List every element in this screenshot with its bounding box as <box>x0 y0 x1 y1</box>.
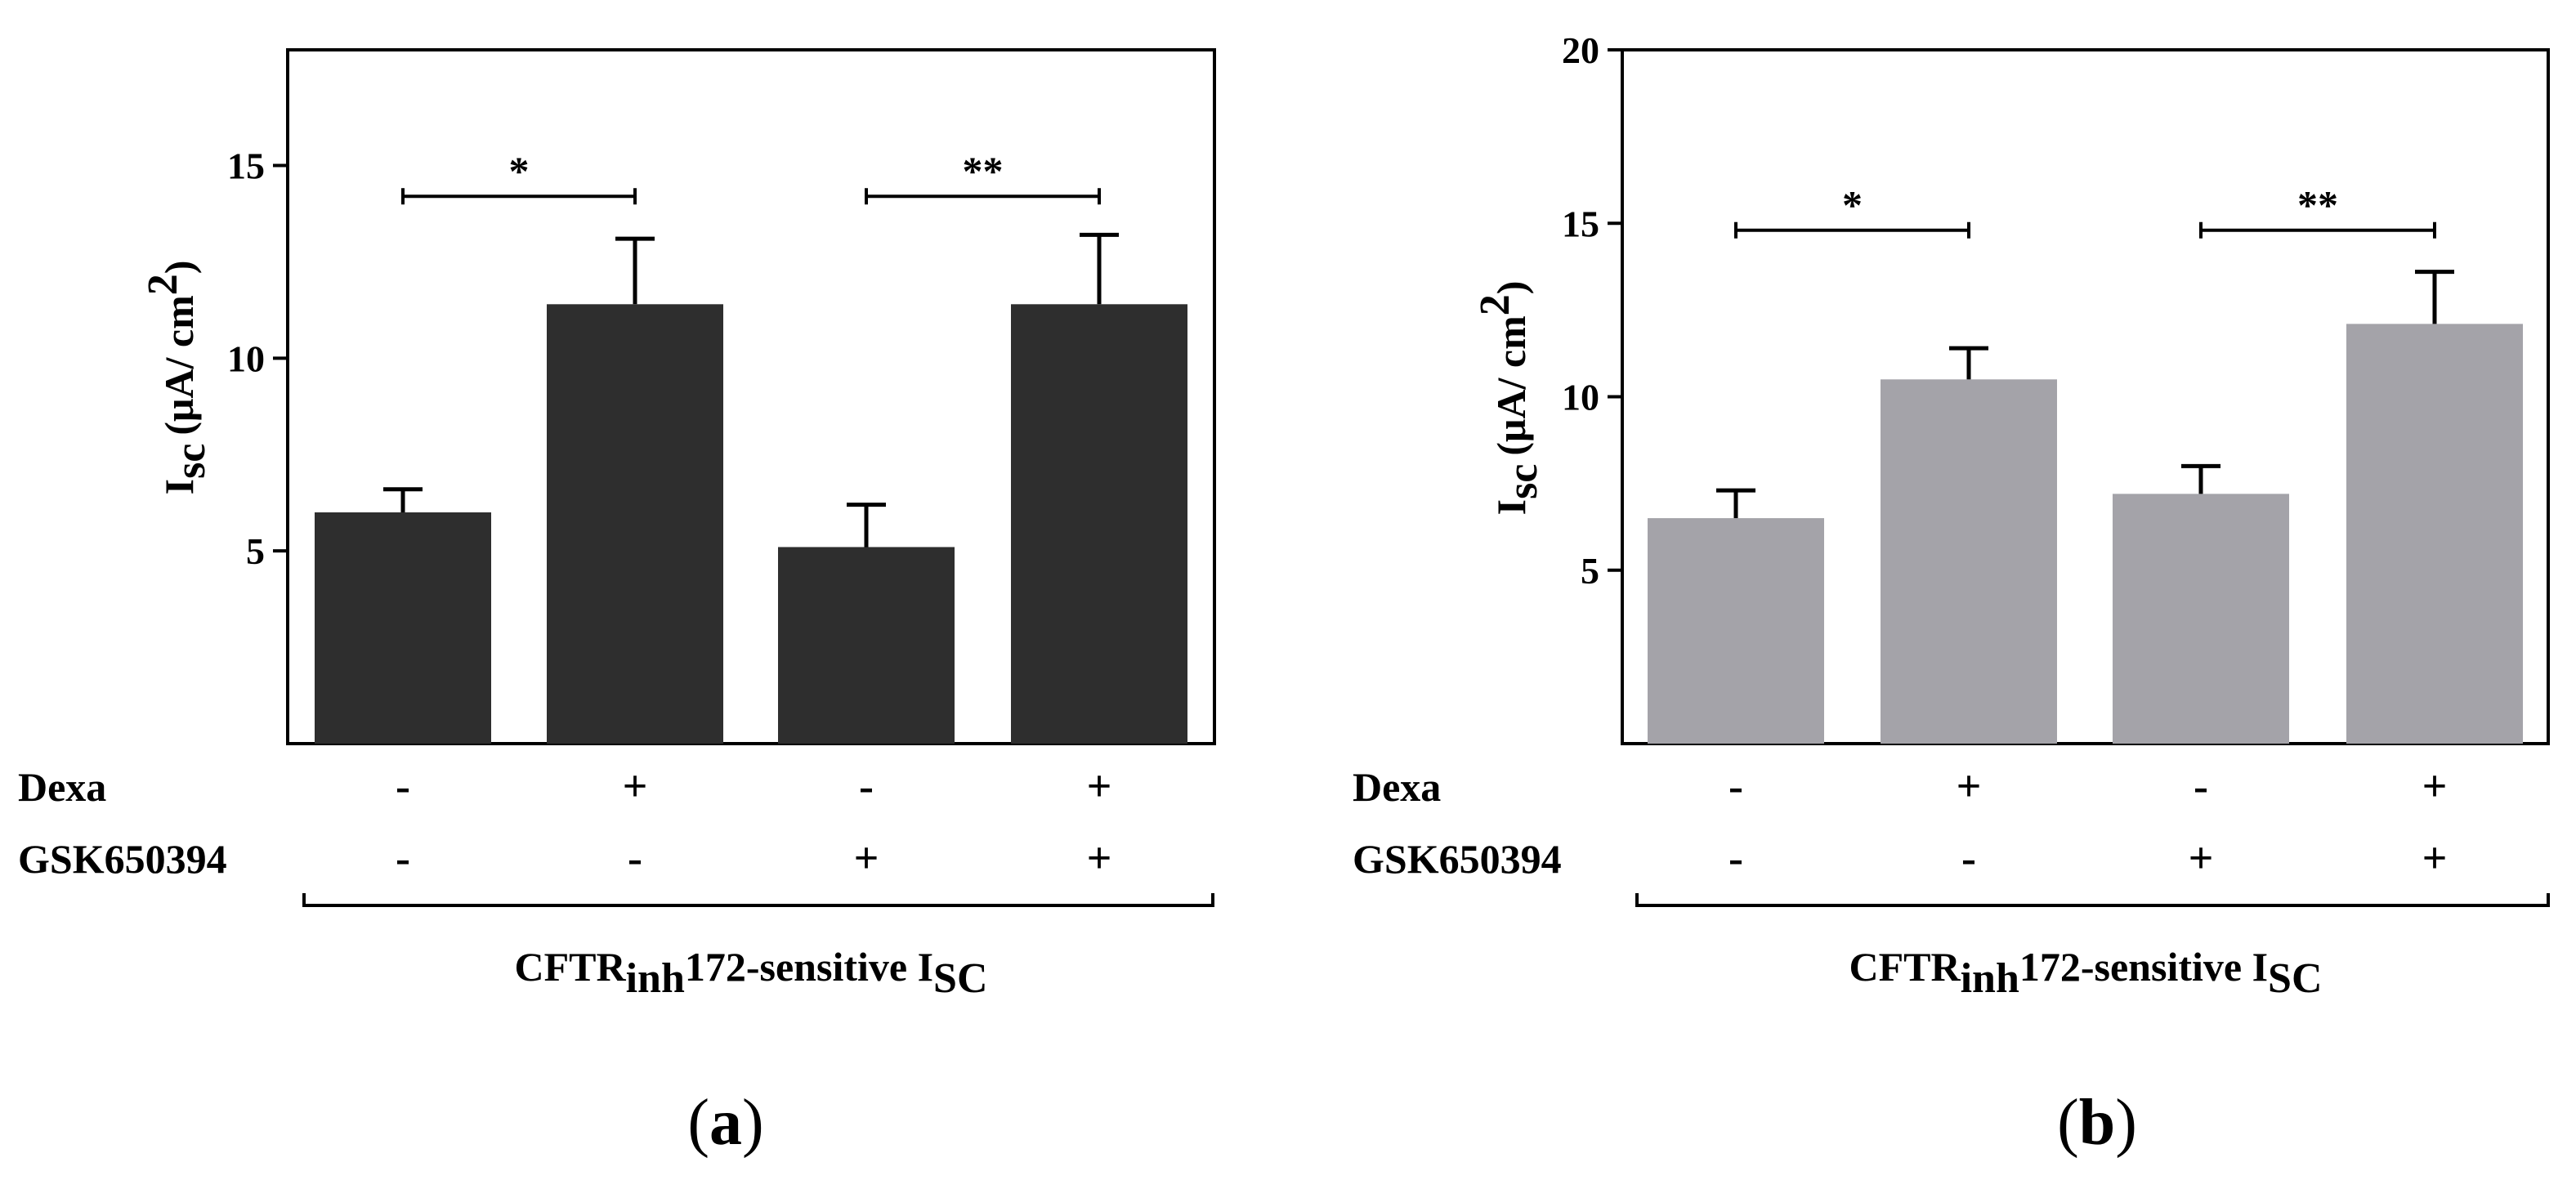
y-axis-label-close: ) <box>1488 281 1534 295</box>
condition-sign: - <box>628 834 642 883</box>
x-axis-caption-sub: inh <box>626 955 685 1002</box>
x-axis-caption: CFTRinh172-sensitive ISC <box>1849 944 2322 1002</box>
condition-sign: - <box>2194 762 2208 811</box>
condition-sign: + <box>2422 762 2448 811</box>
group-bracket <box>1635 893 2550 907</box>
y-axis-label-close: ) <box>156 261 202 275</box>
panel-label: (a) <box>687 1087 763 1159</box>
panel-label-letter: a <box>709 1087 742 1159</box>
condition-label: GSK650394 <box>1353 836 1562 882</box>
condition-sign: - <box>1729 762 1743 811</box>
condition-sign: + <box>623 762 648 811</box>
condition-sign: - <box>859 762 874 811</box>
y-axis-label-units: (μA/ cm <box>156 295 202 435</box>
significance-stars: ** <box>963 148 1004 194</box>
x-axis-caption-sub: inh <box>1961 955 2019 1002</box>
condition-sign: + <box>1957 762 1982 811</box>
panel-label-close: ) <box>2115 1087 2137 1159</box>
bar <box>1881 379 2057 744</box>
y-axis-label-sub: sc <box>168 444 214 479</box>
y-tick-label: 5 <box>246 530 265 572</box>
y-tick-label: 10 <box>1562 377 1599 418</box>
y-axis-label: Isc (μA/ cm2) <box>140 261 214 495</box>
bar <box>1011 304 1187 744</box>
condition-sign: + <box>854 834 879 883</box>
condition-sign: + <box>1087 762 1112 811</box>
condition-sign: + <box>1087 834 1112 883</box>
x-axis-caption-prefix: CFTR <box>514 944 626 990</box>
y-axis-label-sub: sc <box>1500 464 1546 499</box>
y-axis-label-sup: 2 <box>140 274 186 295</box>
y-tick-label: 20 <box>1562 29 1599 71</box>
x-axis-caption: CFTRinh172-sensitive ISC <box>514 944 987 1002</box>
plot-frame <box>286 48 1216 745</box>
panel-label-letter: b <box>2079 1087 2116 1159</box>
significance-stars: * <box>1842 182 1863 228</box>
condition-sign: - <box>396 834 410 883</box>
y-axis-label: Isc (μA/ cm2) <box>1472 281 1546 516</box>
y-axis-label-sup: 2 <box>1472 294 1518 315</box>
condition-sign: + <box>2422 834 2448 883</box>
x-axis-caption-prefix: CFTR <box>1849 944 1961 990</box>
condition-sign: - <box>1729 834 1743 883</box>
bar <box>1648 518 1824 744</box>
x-axis-caption-sub2: SC <box>933 955 987 1002</box>
bar <box>2346 324 2523 744</box>
x-axis-caption-mid: 172-sensitive I <box>2019 944 2268 990</box>
significance-stars: * <box>509 148 530 194</box>
condition-label: Dexa <box>1353 764 1441 810</box>
condition-label: GSK650394 <box>18 836 227 882</box>
group-bracket <box>302 893 1214 907</box>
y-axis-label-main: I <box>1488 499 1534 515</box>
panel-label-open: ( <box>687 1087 709 1159</box>
x-axis-caption-mid: 172-sensitive I <box>685 944 933 990</box>
bar <box>2113 494 2289 744</box>
condition-sign: - <box>396 762 410 811</box>
x-axis-caption-sub2: SC <box>2268 955 2322 1002</box>
bar <box>547 304 723 744</box>
bar <box>315 512 491 744</box>
y-axis-label-main: I <box>156 479 202 494</box>
significance-stars: ** <box>2297 182 2338 228</box>
bar <box>778 547 955 744</box>
panel-label: (b) <box>2057 1087 2137 1159</box>
panel-label-close: ) <box>742 1087 764 1159</box>
condition-sign: + <box>2189 834 2214 883</box>
y-axis-label-units: (μA/ cm <box>1488 315 1534 455</box>
panel-label-open: ( <box>2057 1087 2079 1159</box>
y-tick-label: 15 <box>1562 203 1599 244</box>
y-tick-label: 15 <box>227 145 265 187</box>
y-tick-label: 5 <box>1581 550 1599 592</box>
y-tick-label: 10 <box>227 337 265 379</box>
condition-label: Dexa <box>18 764 106 810</box>
condition-sign: - <box>1961 834 1976 883</box>
